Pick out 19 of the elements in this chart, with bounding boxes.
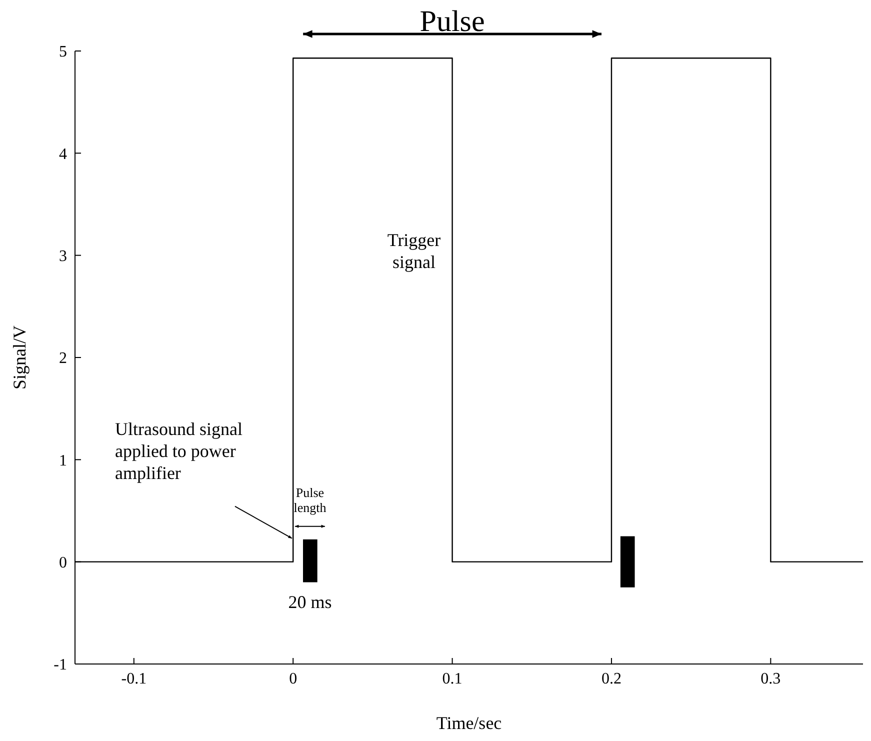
y-tick-label: 1 xyxy=(59,452,67,470)
annotation: Pulse length xyxy=(292,485,328,515)
y-axis-title: Signal/V xyxy=(9,325,30,390)
y-tick-label: 2 xyxy=(59,350,67,368)
annotation: Ultrasound signal applied to power amplifier xyxy=(114,419,244,484)
annotation: Trigger signal xyxy=(386,230,442,274)
y-tick-label: 4 xyxy=(59,146,67,163)
y-tick-label: 3 xyxy=(59,248,67,266)
x-tick-label: 0.2 xyxy=(601,670,622,688)
text: Pulse xyxy=(418,4,486,40)
x-axis-title: Time/sec xyxy=(436,713,502,733)
annotation: 20 ms xyxy=(287,592,333,614)
x-tick-label: -0.1 xyxy=(121,670,147,688)
y-tick-label: 5 xyxy=(59,44,67,61)
x-tick-label: 0.1 xyxy=(442,670,462,688)
y-tick-label: 0 xyxy=(59,554,67,572)
x-tick-label: 0.3 xyxy=(760,670,781,688)
x-tick-label: 0 xyxy=(289,670,298,688)
y-tick-label: -1 xyxy=(54,656,67,674)
